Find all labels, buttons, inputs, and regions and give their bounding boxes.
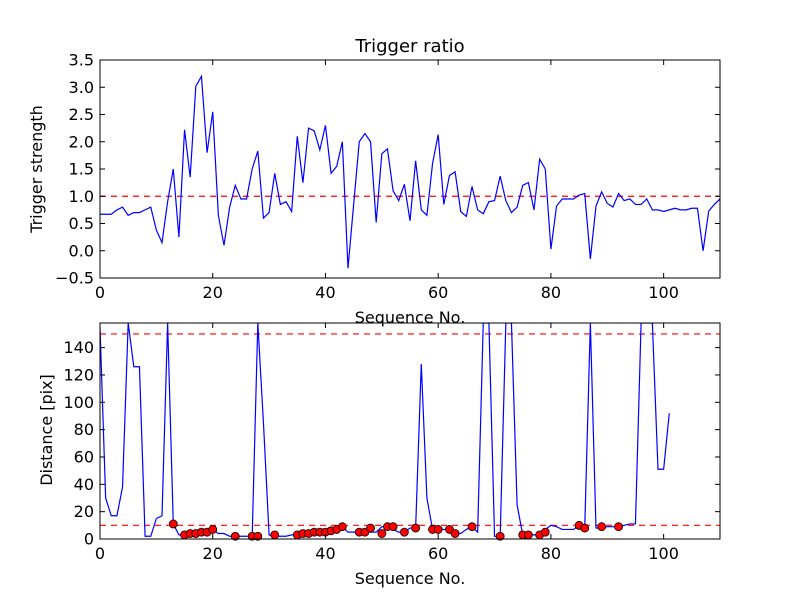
x-tick-label: 40: [315, 544, 335, 563]
y-tick-label: 2.0: [69, 132, 94, 151]
x-tick-label: 80: [541, 283, 561, 302]
x-tick-label: 100: [648, 544, 679, 563]
y-tick-label: 3.0: [69, 78, 94, 97]
data-point-marker: [399, 527, 409, 537]
x-tick-label: 60: [428, 544, 448, 563]
y-tick-label: 40: [74, 475, 94, 494]
data-point-marker: [580, 523, 590, 533]
data-point-marker: [337, 522, 347, 532]
data-point-marker: [253, 531, 263, 541]
data-point-marker: [597, 522, 607, 532]
data-point-marker: [614, 522, 623, 532]
x-tick-label: 20: [203, 283, 223, 302]
y-axis-label: Distance [pix]: [37, 374, 56, 486]
data-point-marker: [366, 523, 375, 533]
y-axis-label: Trigger strength: [27, 105, 46, 234]
y-tick-label: 120: [63, 365, 94, 384]
data-point-marker: [467, 522, 477, 532]
data-point-marker: [270, 530, 280, 540]
y-tick-label: 0.0: [69, 241, 94, 260]
data-point-marker: [377, 529, 387, 538]
data-point-marker: [523, 530, 533, 540]
x-tick-label: 0: [95, 544, 105, 563]
x-tick-label: 40: [315, 283, 335, 302]
y-tick-label: 60: [74, 447, 94, 466]
y-tick-label: −0.5: [55, 269, 94, 288]
x-tick-label: 20: [203, 544, 223, 563]
data-point-marker: [168, 519, 178, 529]
distance-chart: 0 20 40 60 80 100 0 20 40 60 80 100 120 140 Sequence …: [37, 322, 721, 588]
y-tick-label: 80: [74, 420, 94, 439]
y-tick-label: 20: [74, 502, 94, 521]
x-tick-label: 80: [541, 544, 561, 563]
y-tick-label: 2.5: [69, 105, 94, 124]
data-point-marker: [540, 527, 550, 537]
data-point-marker: [495, 531, 505, 541]
distance-plot-area: 0 20 40 60 80 100 0 20 40 60 80 100 120 140: [63, 322, 721, 563]
data-point-marker: [388, 522, 398, 532]
x-axis-label: Sequence No.: [355, 308, 466, 327]
trigger-ratio-chart: Trigger ratio 0 20 40 60 80 100 −0.5 0.0 0.5 1.0 1…: [27, 36, 721, 327]
y-tick-label: 0.5: [69, 214, 94, 233]
data-point-marker: [208, 525, 218, 534]
y-tick-label: 100: [63, 393, 94, 412]
y-tick-label: 3.5: [69, 51, 94, 70]
y-tick-label: 0: [84, 530, 94, 549]
x-tick-label: 0: [95, 283, 105, 302]
x-axis-label: Sequence No.: [355, 569, 466, 588]
y-tick-label: 1.5: [69, 160, 94, 179]
y-tick-label: 140: [63, 338, 94, 357]
data-point-marker: [433, 525, 443, 534]
chart-title: Trigger ratio: [354, 36, 464, 57]
data-point-marker: [411, 523, 421, 533]
trigger-ratio-plot-area: 0 20 40 60 80 100 −0.5 0.0 0.5 1.0 1.5 2.0 2.5 3.0 3.5: [55, 51, 721, 302]
y-tick-label: 1.0: [69, 187, 94, 206]
x-tick-label: 60: [428, 283, 448, 302]
data-point-marker: [450, 529, 460, 538]
series-line: [100, 74, 720, 269]
data-point-marker: [230, 531, 240, 541]
x-tick-label: 100: [648, 283, 679, 302]
axes-frame: [99, 322, 721, 540]
